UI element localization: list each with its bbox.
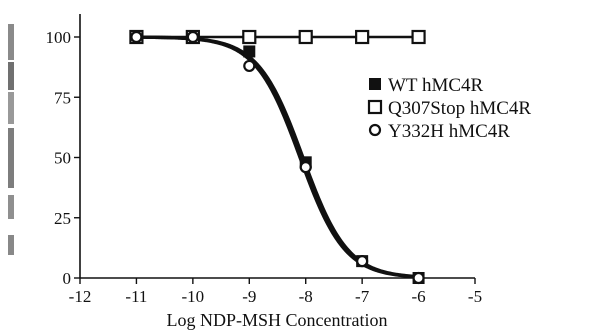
data-point-y332h (412, 271, 425, 285)
data-point-q307stop (411, 29, 426, 45)
fit-curve-y332h (136, 35, 419, 279)
legend-marker-wt (369, 78, 381, 90)
fit-curve-wt (136, 35, 419, 279)
x-tick-label: -9 (242, 287, 256, 306)
legend-marker-q307stop (367, 99, 383, 115)
data-point-y332h (356, 255, 369, 268)
data-point-y332h (299, 161, 312, 174)
y-tick-label: 25 (54, 209, 71, 228)
x-tick-label: -8 (299, 287, 313, 306)
y-axis-ticks: 0 25 50 75 100 (46, 28, 80, 288)
x-axis-ticks: -12 -11 -10 -9 -8 -7 -6 -5 (69, 278, 482, 306)
data-point-y332h (243, 59, 256, 73)
legend-marker-y332h (368, 123, 382, 137)
x-tick-label: -7 (355, 287, 370, 306)
x-tick-label: -5 (468, 287, 482, 306)
y-tick-label: 75 (54, 88, 71, 107)
data-point-q307stop (242, 29, 257, 45)
data-markers (129, 29, 426, 285)
data-point-wt (243, 45, 256, 58)
x-axis-title: Log NDP-MSH Concentration (167, 310, 388, 330)
scan-artifact-strip (8, 24, 14, 255)
legend-label-wt: WT hMC4R (388, 75, 484, 96)
fit-curves (136, 35, 419, 279)
x-tick-label: -11 (125, 287, 147, 306)
legend-label-q307stop: Q307Stop hMC4R (388, 98, 531, 119)
data-point-y332h (130, 30, 143, 44)
legend: WT hMC4R Q307Stop hMC4R Y332H hMC4R (367, 75, 531, 142)
y-tick-label: 100 (46, 28, 72, 47)
y-tick-label: 0 (63, 269, 72, 288)
x-tick-label: -10 (182, 287, 205, 306)
data-point-q307stop (355, 29, 370, 45)
data-point-y332h (186, 30, 199, 44)
legend-label-y332h: Y332H hMC4R (388, 121, 510, 142)
y-tick-label: 50 (54, 149, 71, 168)
x-tick-label: -6 (411, 287, 425, 306)
x-tick-label: -12 (69, 287, 92, 306)
data-point-q307stop (298, 29, 313, 45)
